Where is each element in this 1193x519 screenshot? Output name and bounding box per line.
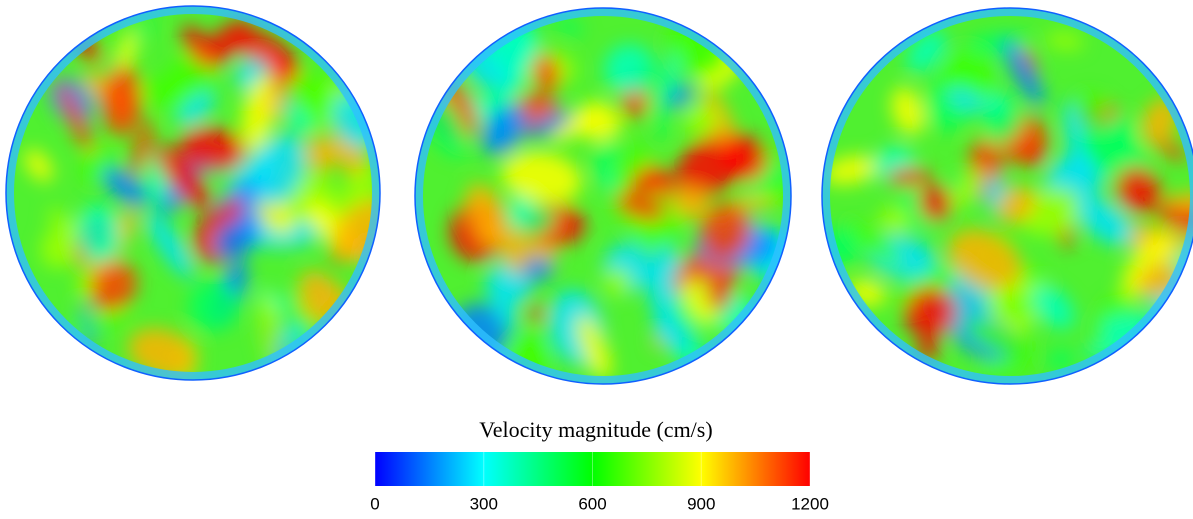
field-blob <box>1063 100 1090 178</box>
field-blob <box>181 25 213 65</box>
colorbar-title: Velocity magnitude (cm/s) <box>479 417 712 442</box>
field-blob <box>178 91 215 126</box>
field-blob <box>604 44 656 95</box>
field-blob <box>1074 92 1107 128</box>
field-blob <box>949 169 983 210</box>
field-blob <box>155 144 211 211</box>
field-blob <box>213 217 260 260</box>
field-edge <box>821 7 1193 385</box>
colorbar <box>375 452 810 486</box>
field-blob <box>986 279 1049 306</box>
field-blob <box>1031 284 1075 330</box>
field-blob <box>188 280 240 332</box>
field-blob <box>918 184 953 222</box>
field-blob <box>1076 197 1134 246</box>
field-blob <box>887 168 932 186</box>
field-blob <box>1156 202 1193 241</box>
contour-field <box>415 8 791 384</box>
field-edge <box>5 5 381 381</box>
field-blob <box>878 207 910 234</box>
field-blob <box>947 229 1022 291</box>
field-blob <box>57 80 93 154</box>
field-blob <box>552 17 585 36</box>
contour-fields <box>5 5 1193 385</box>
field-blob <box>1122 232 1174 298</box>
field-blob <box>24 149 53 182</box>
field-blob <box>576 314 612 380</box>
field-blob <box>641 61 669 141</box>
field-blob <box>1049 347 1073 372</box>
field-blob <box>258 290 280 366</box>
field-blob <box>1104 113 1137 153</box>
field-rim <box>822 8 1193 384</box>
contour-field <box>6 6 380 380</box>
field-blob <box>616 192 666 222</box>
field-blob <box>720 134 768 182</box>
field-edge <box>414 7 792 385</box>
colorbar-tick-label: 0 <box>370 494 379 513</box>
field-blob <box>580 107 623 142</box>
field-blob <box>1024 142 1043 167</box>
colorbar-tick-label: 1200 <box>791 494 829 513</box>
field-blob <box>592 137 618 181</box>
field-blob <box>1045 32 1084 50</box>
field-blob <box>522 208 556 237</box>
field-blob <box>102 64 142 136</box>
field-blob <box>603 267 632 297</box>
field-blob <box>891 87 925 135</box>
colorbar-tick-label: 900 <box>687 494 715 513</box>
field-blob <box>903 287 956 339</box>
field-blob <box>533 54 560 93</box>
field-blob <box>241 72 277 152</box>
colorbar-tick-label: 600 <box>578 494 606 513</box>
field-blob <box>528 305 545 322</box>
field-blob <box>1002 38 1045 107</box>
field-blob <box>962 320 1037 360</box>
field-blob <box>683 103 719 136</box>
field-blob <box>708 280 731 310</box>
field-blob <box>946 88 984 112</box>
field-rim <box>6 6 380 380</box>
field-blob <box>89 261 138 312</box>
field-blob <box>277 97 314 134</box>
field-rim <box>415 8 791 384</box>
field-blob <box>465 183 508 242</box>
field-blob <box>703 91 735 147</box>
field-blob <box>847 221 902 267</box>
field-blob <box>481 104 528 156</box>
field-blob <box>237 28 298 82</box>
field-blob <box>492 298 519 330</box>
field-blob <box>983 106 1023 144</box>
field-blob <box>979 357 1030 377</box>
field-blob <box>178 126 246 171</box>
field-blob <box>253 132 305 206</box>
field-blob <box>1115 166 1162 214</box>
field-blob <box>681 279 718 325</box>
field-blob <box>672 188 709 220</box>
field-blob <box>744 163 788 203</box>
field-blob <box>1060 227 1073 248</box>
field-blob <box>700 203 751 260</box>
field-blob <box>527 110 572 138</box>
field-blob <box>46 208 64 222</box>
field-blob <box>523 257 555 280</box>
field-blob <box>996 185 1036 225</box>
field-blob <box>77 204 122 264</box>
field-blob <box>102 167 149 207</box>
colorbar-tick-label: 300 <box>470 494 498 513</box>
field-blob <box>662 51 679 100</box>
field-blob <box>305 135 338 172</box>
field-blob <box>501 151 582 204</box>
contour-field <box>822 8 1193 384</box>
field-blob <box>132 119 153 175</box>
field-blob <box>146 211 194 279</box>
field-blob <box>822 155 879 185</box>
field-blob <box>256 194 295 235</box>
